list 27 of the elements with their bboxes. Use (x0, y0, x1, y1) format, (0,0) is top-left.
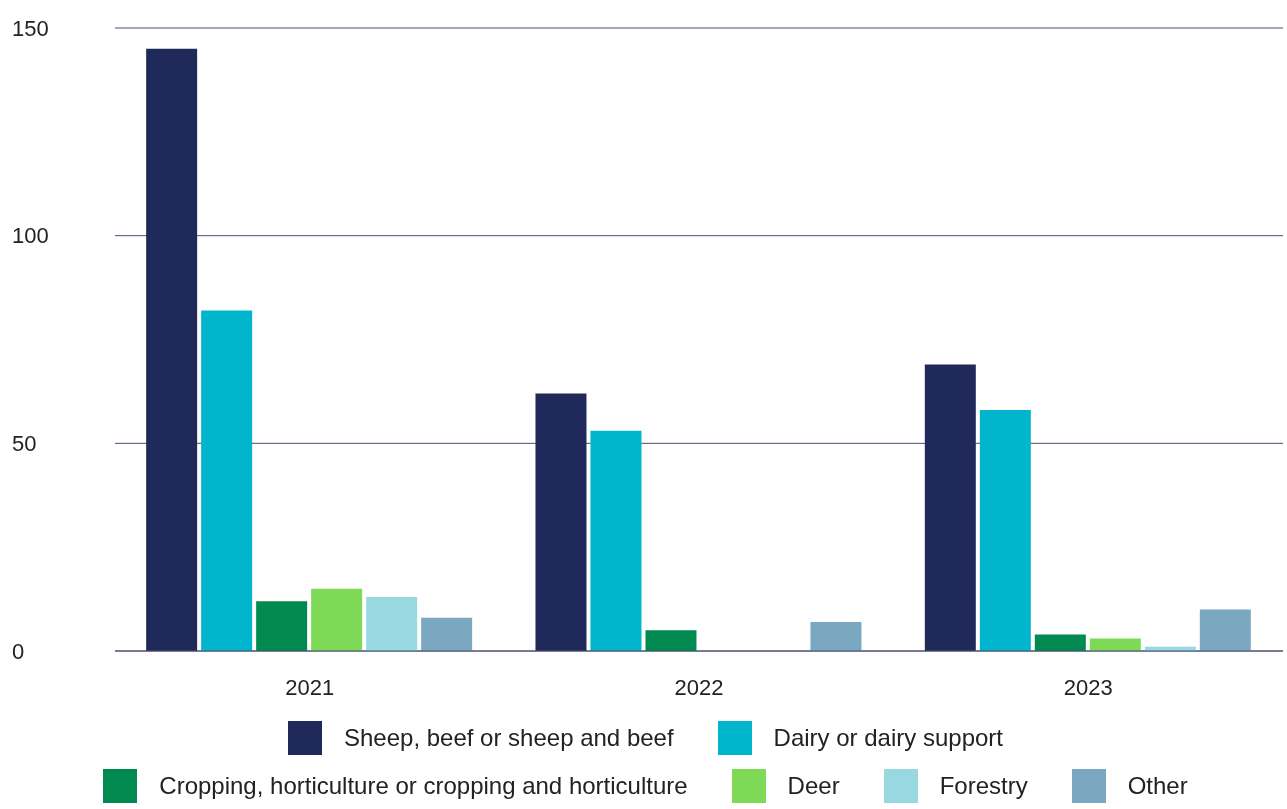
y-tick-label: 0 (12, 638, 25, 664)
legend-label: Sheep, beef or sheep and beef (343, 724, 674, 752)
legend-label: Cropping, horticulture or cropping and horticulture (159, 772, 688, 800)
legend-label: Forestry (939, 772, 1028, 800)
legend-label: Deer (787, 772, 840, 800)
y-tick-label: 100 (12, 223, 49, 249)
bar (256, 601, 308, 651)
bar (810, 621, 862, 651)
bar (421, 617, 473, 651)
x-tick-label: 2021 (285, 674, 335, 700)
bar (201, 310, 253, 651)
bar (535, 393, 587, 651)
x-tick-label: 2022 (674, 674, 724, 700)
legend-label: Other (1127, 772, 1188, 800)
bar (645, 630, 697, 651)
y-tick-label: 50 (12, 431, 37, 457)
bar (590, 430, 642, 651)
x-tick-label: 2023 (1063, 674, 1113, 700)
y-tick-label: 150 (12, 15, 49, 41)
bar (366, 597, 418, 651)
bar (311, 588, 363, 651)
bar (1034, 634, 1086, 651)
bar (979, 410, 1031, 651)
legend-label: Dairy or dairy support (773, 724, 1004, 752)
bar (146, 48, 198, 651)
bar (924, 364, 976, 651)
bar (1199, 609, 1251, 651)
